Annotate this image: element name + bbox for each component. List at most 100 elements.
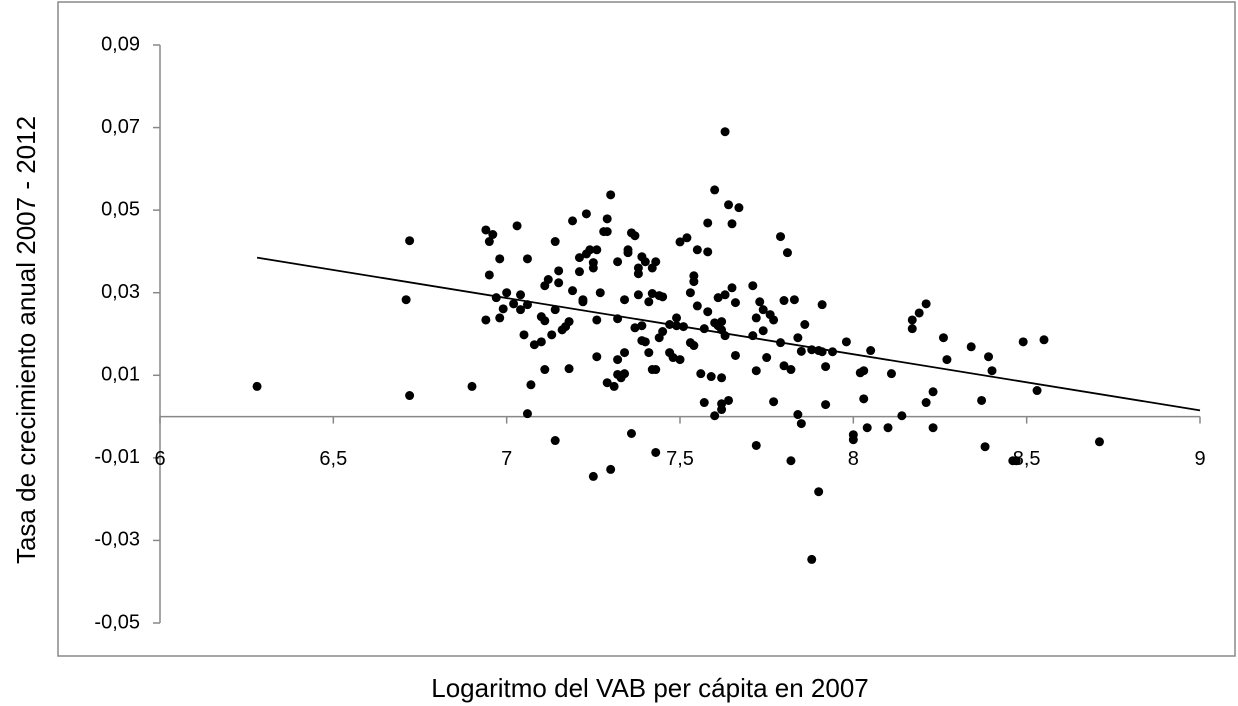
data-point — [814, 487, 824, 497]
data-point — [977, 395, 987, 405]
data-point — [574, 267, 584, 277]
data-point — [602, 378, 612, 388]
data-point — [675, 355, 685, 365]
data-point — [606, 190, 616, 200]
data-point — [484, 237, 494, 247]
data-point — [886, 369, 896, 379]
data-point — [720, 290, 730, 300]
data-point — [633, 263, 643, 273]
data-point — [897, 411, 907, 421]
data-point — [762, 353, 772, 363]
data-point — [401, 295, 411, 305]
data-point — [692, 301, 702, 311]
data-point — [1032, 386, 1042, 396]
data-point — [793, 333, 803, 343]
plot-frame — [57, 1, 1236, 657]
data-point — [706, 372, 716, 382]
data-point — [626, 428, 636, 438]
data-point — [779, 361, 789, 371]
data-point — [786, 456, 796, 466]
data-point — [512, 221, 522, 231]
data-point — [713, 293, 723, 303]
data-point — [1039, 335, 1049, 345]
data-point — [581, 209, 591, 219]
data-point — [564, 364, 574, 374]
data-point — [592, 245, 602, 255]
data-point — [540, 316, 550, 326]
data-point — [720, 127, 730, 137]
data-point — [602, 227, 612, 237]
data-point — [758, 305, 768, 315]
data-point — [405, 391, 415, 401]
data-point — [821, 362, 831, 372]
y-tick-label: 0,03 — [101, 281, 140, 303]
data-point — [633, 290, 643, 300]
data-point — [481, 225, 491, 235]
data-point — [651, 257, 661, 267]
y-tick-label: -0,05 — [94, 611, 140, 633]
y-tick-label: 0,07 — [101, 116, 140, 138]
data-point — [602, 214, 612, 224]
data-point — [685, 288, 695, 298]
data-point — [928, 387, 938, 397]
data-point — [405, 236, 415, 246]
data-point — [606, 464, 616, 474]
data-point — [724, 395, 734, 405]
data-point — [914, 308, 924, 318]
data-point — [564, 317, 574, 327]
data-point — [710, 185, 720, 195]
data-point — [696, 369, 706, 379]
data-point — [730, 350, 740, 360]
x-tick-label: 9 — [1194, 448, 1205, 470]
data-point — [699, 398, 709, 408]
data-point — [717, 399, 727, 409]
data-point — [585, 245, 595, 255]
data-point — [658, 327, 668, 337]
data-point — [540, 365, 550, 375]
data-point — [609, 381, 619, 391]
data-point — [703, 307, 713, 317]
data-point — [848, 430, 858, 440]
data-point — [984, 352, 994, 362]
data-point — [769, 315, 779, 325]
data-point — [699, 324, 709, 334]
data-point — [522, 409, 532, 419]
data-point — [1018, 337, 1028, 347]
data-point — [703, 247, 713, 257]
data-point — [942, 355, 952, 365]
data-point — [724, 200, 734, 210]
data-point — [751, 366, 761, 376]
data-point — [550, 305, 560, 315]
data-point — [526, 380, 536, 390]
data-point — [682, 233, 692, 243]
data-point — [516, 305, 526, 315]
data-point — [817, 300, 827, 310]
y-tick-label: 0,05 — [101, 198, 140, 220]
data-point — [980, 442, 990, 452]
data-point — [758, 326, 768, 336]
data-point — [640, 257, 650, 267]
data-point — [536, 337, 546, 347]
data-point — [938, 333, 948, 343]
data-point — [907, 324, 917, 334]
data-point — [651, 447, 661, 457]
data-point — [966, 342, 976, 352]
y-axis-title: Tasa de crecimiento anual 2007 - 2012 — [11, 116, 41, 564]
data-point — [1094, 437, 1104, 447]
data-point — [862, 423, 872, 433]
data-point — [769, 397, 779, 407]
data-point — [509, 299, 519, 309]
data-point — [793, 410, 803, 420]
data-point — [689, 341, 699, 351]
data-point — [734, 203, 744, 213]
data-point — [588, 471, 598, 481]
data-point — [595, 288, 605, 298]
data-point — [630, 323, 640, 333]
data-point — [522, 254, 532, 264]
data-point — [550, 436, 560, 446]
data-point — [630, 231, 640, 241]
data-point — [550, 237, 560, 247]
data-point — [866, 346, 876, 356]
data-point — [620, 369, 630, 379]
data-point — [613, 355, 623, 365]
